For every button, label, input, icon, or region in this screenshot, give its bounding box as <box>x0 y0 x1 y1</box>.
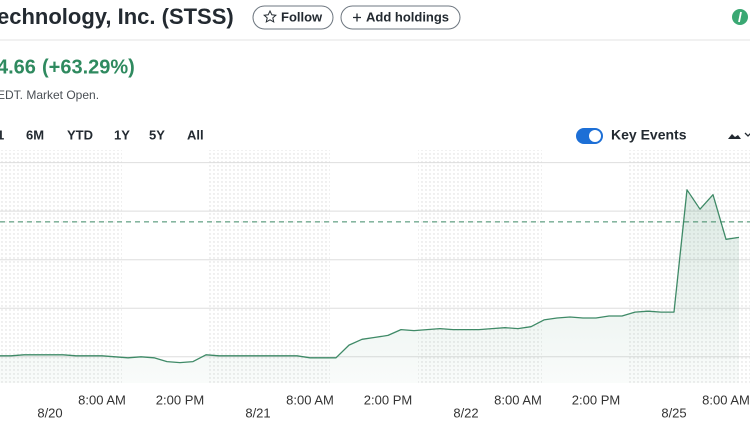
toggle-knob <box>589 130 601 142</box>
chevron-icon[interactable] <box>744 132 750 137</box>
x-time-label: 2:00 PM <box>572 392 620 407</box>
company-title: echnology, Inc. (STSS) <box>0 4 234 29</box>
x-time-label: 8:00 AM <box>286 392 334 407</box>
chart-type-icon[interactable] <box>728 134 741 139</box>
market-status: EDT. Market Open. <box>0 88 99 102</box>
follow-label: Follow <box>281 9 323 24</box>
range-tab[interactable]: 1 <box>0 127 4 142</box>
price: 4.66 <box>0 56 36 78</box>
plot: 8/20 8:00 AM 2:00 PM 8/21 8:00 AM 2:00 PM 8/22… <box>0 162 750 420</box>
range-tab[interactable]: 5Y <box>149 127 165 142</box>
range-tab[interactable]: YTD <box>67 127 93 142</box>
x-time-label: 2:00 PM <box>364 392 412 407</box>
range-tabs: 1 6M YTD 1Y 5Y All <box>0 127 204 142</box>
x-date-label: 8/22 <box>453 405 478 420</box>
plus-icon <box>353 13 361 22</box>
x-time-label: 8:00 AM <box>494 392 542 407</box>
band <box>0 150 122 383</box>
x-date-label: 8/20 <box>37 405 62 420</box>
add-holdings-button[interactable] <box>340 5 461 30</box>
x-time-label: 8:00 AM <box>702 392 750 407</box>
price-area <box>0 189 739 383</box>
x-date-label: 8/25 <box>661 405 686 420</box>
price-change: (+63.29%) <box>42 56 135 78</box>
badge-glyph <box>738 11 742 23</box>
price-line <box>0 189 740 364</box>
add-holdings-label: Add holdings <box>366 9 449 24</box>
range-tab[interactable]: 6M <box>26 127 44 142</box>
x-date-label: 8/21 <box>245 405 270 420</box>
x-time-label: 8:00 AM <box>78 392 126 407</box>
key-events-label: Key Events <box>611 127 687 143</box>
star-icon <box>263 9 277 23</box>
x-time-label: 2:00 PM <box>156 392 204 407</box>
range-tab[interactable]: 1Y <box>114 127 130 142</box>
band <box>208 150 330 383</box>
range-tab[interactable]: All <box>187 127 204 142</box>
follow-button[interactable] <box>252 5 334 30</box>
